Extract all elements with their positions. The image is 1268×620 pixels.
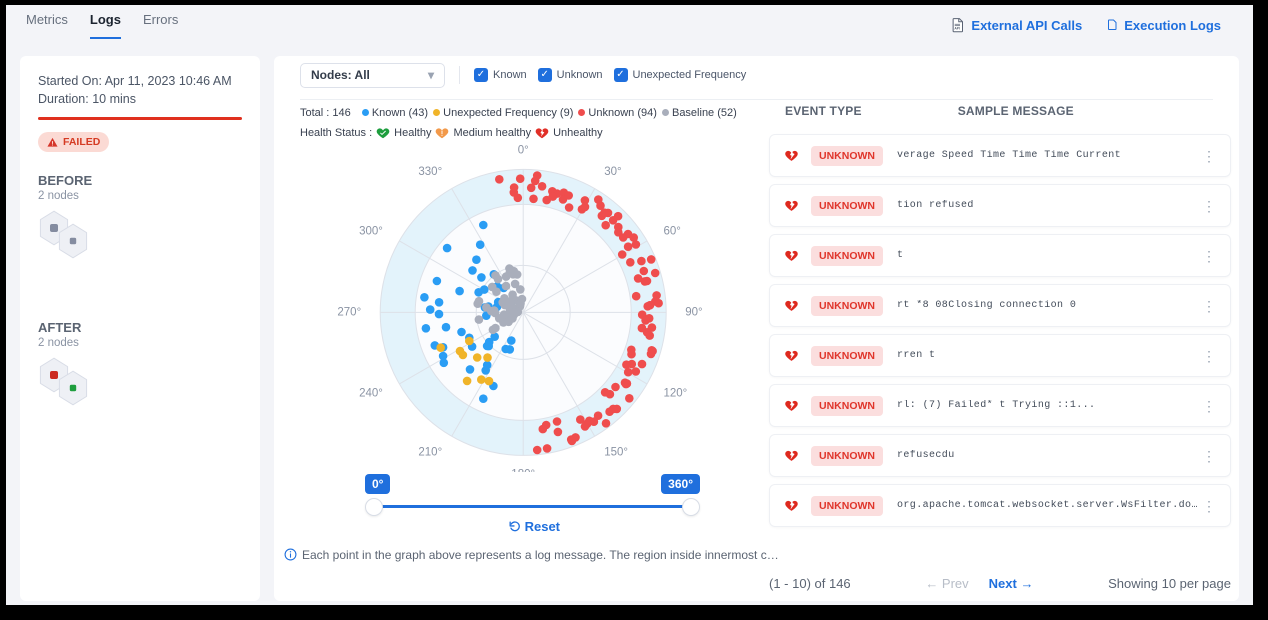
svg-text:300°: 300°: [359, 225, 383, 237]
svg-text:180°: 180°: [511, 468, 535, 472]
svg-text:150°: 150°: [604, 447, 628, 459]
svg-text:60°: 60°: [664, 225, 681, 237]
svg-text:API: API: [955, 26, 961, 30]
svg-text:0°: 0°: [518, 144, 529, 156]
svg-text:240°: 240°: [359, 387, 383, 399]
svg-text:270°: 270°: [337, 306, 361, 318]
svg-text:330°: 330°: [418, 166, 442, 178]
svg-text:210°: 210°: [418, 447, 442, 459]
svg-text:30°: 30°: [604, 166, 621, 178]
svg-text:90°: 90°: [685, 306, 702, 318]
svg-text:120°: 120°: [664, 387, 688, 399]
